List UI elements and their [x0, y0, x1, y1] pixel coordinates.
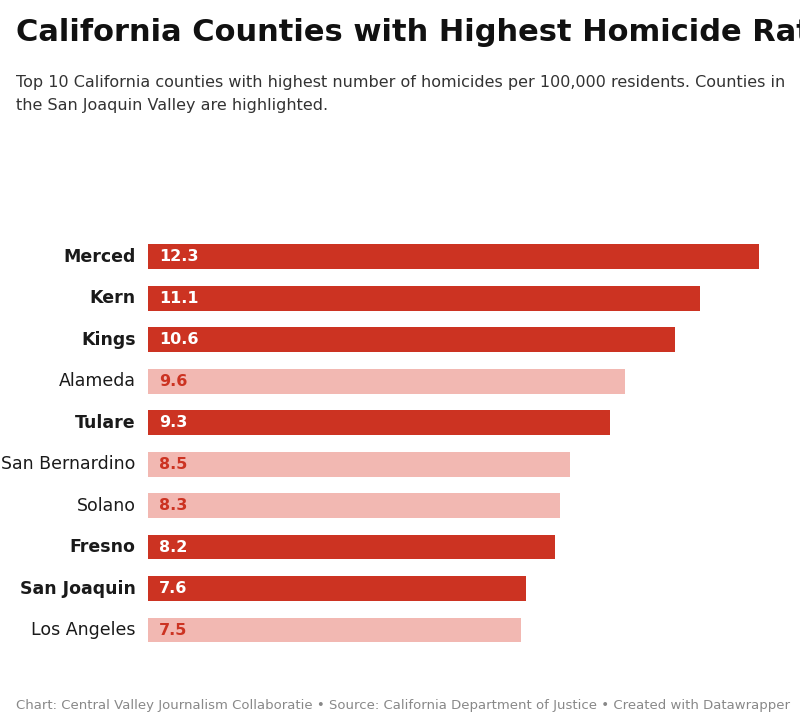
Text: California Counties with Highest Homicide Rates 2022: California Counties with Highest Homicid…	[16, 18, 800, 47]
Bar	[148, 535, 555, 559]
Text: Alameda: Alameda	[58, 372, 135, 390]
Text: 11.1: 11.1	[159, 291, 198, 306]
Text: Chart: Central Valley Journalism Collaboratie • Source: California Department of: Chart: Central Valley Journalism Collabo…	[16, 699, 790, 712]
Text: 12.3: 12.3	[159, 249, 198, 264]
Bar	[148, 410, 610, 435]
Text: Solano: Solano	[77, 497, 135, 515]
Text: 8.5: 8.5	[159, 457, 187, 472]
Text: 8.3: 8.3	[159, 498, 187, 513]
Bar	[148, 244, 759, 269]
Text: Top 10 California counties with highest number of homicides per 100,000 resident: Top 10 California counties with highest …	[16, 75, 786, 113]
Text: San Joaquin: San Joaquin	[20, 579, 135, 597]
Bar	[148, 576, 526, 601]
Text: Kings: Kings	[81, 331, 135, 349]
Text: Kern: Kern	[90, 289, 135, 307]
Text: Fresno: Fresno	[70, 538, 135, 556]
Bar	[148, 452, 570, 477]
Text: Merced: Merced	[63, 248, 135, 266]
Text: 10.6: 10.6	[159, 332, 198, 348]
Bar	[148, 493, 561, 518]
Bar	[148, 369, 625, 393]
Bar	[148, 286, 699, 311]
Text: 7.6: 7.6	[159, 581, 187, 596]
Text: 7.5: 7.5	[159, 623, 187, 638]
Bar	[148, 327, 674, 352]
Bar	[148, 617, 521, 643]
Text: Los Angeles: Los Angeles	[31, 621, 135, 639]
Text: 8.2: 8.2	[159, 539, 187, 554]
Text: 9.3: 9.3	[159, 415, 187, 430]
Text: San Bernardino: San Bernardino	[2, 455, 135, 473]
Text: 9.6: 9.6	[159, 373, 187, 388]
Text: Tulare: Tulare	[75, 414, 135, 432]
